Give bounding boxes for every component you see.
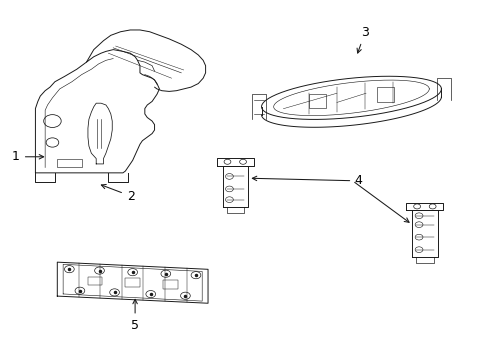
Text: 3: 3 <box>356 26 368 53</box>
Bar <box>87 276 102 285</box>
Bar <box>125 278 140 287</box>
Text: 5: 5 <box>131 299 139 332</box>
Text: 1: 1 <box>12 150 43 163</box>
Text: 4: 4 <box>353 174 361 187</box>
Bar <box>163 280 177 289</box>
Bar <box>57 158 81 167</box>
Text: 2: 2 <box>101 184 134 203</box>
